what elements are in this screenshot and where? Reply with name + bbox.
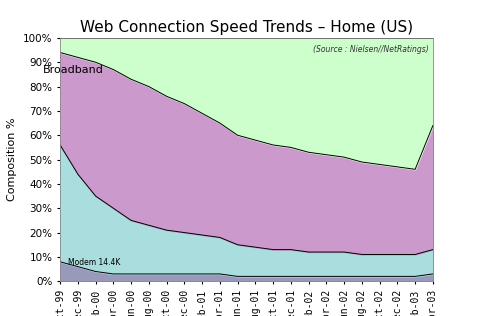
Text: Modem 14.4K: Modem 14.4K	[67, 258, 120, 267]
Y-axis label: Composition %: Composition %	[7, 118, 17, 201]
Title: Web Connection Speed Trends – Home (US): Web Connection Speed Trends – Home (US)	[80, 20, 412, 35]
Text: (Source : Nielsen//NetRatings): (Source : Nielsen//NetRatings)	[313, 45, 428, 54]
Text: Broadband: Broadband	[42, 64, 103, 75]
